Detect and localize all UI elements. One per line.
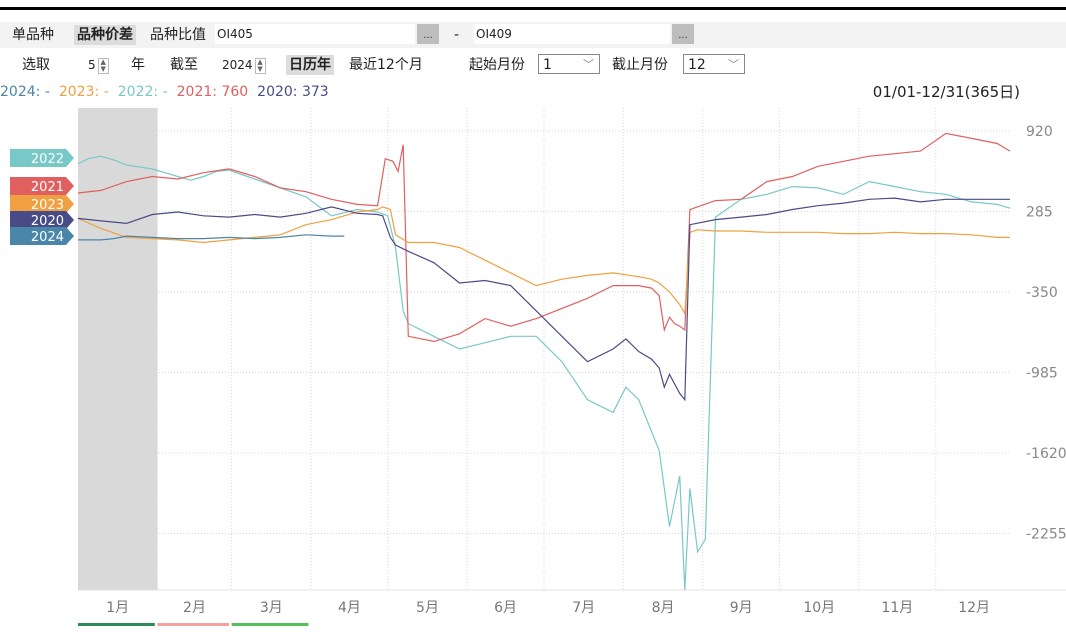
chevron-down-icon: ﹀ bbox=[728, 58, 739, 71]
y-tick-label: 285 bbox=[1026, 204, 1053, 220]
series-tag-shape bbox=[10, 195, 74, 213]
x-tick-label: 3月 bbox=[260, 600, 283, 616]
x-tick-label: 10月 bbox=[803, 600, 835, 616]
series-line-2022 bbox=[77, 155, 1011, 591]
series-tag-2021: 2021 bbox=[10, 177, 74, 195]
x-tick-label: 8月 bbox=[652, 600, 675, 616]
start-month-label: 起始月份 bbox=[469, 57, 525, 73]
y-tick-label: -2255 bbox=[1026, 527, 1066, 543]
x-tick-label: 7月 bbox=[572, 600, 595, 616]
x-tick-label: 5月 bbox=[416, 600, 439, 616]
legend-2024[interactable]: 2024: - bbox=[0, 84, 50, 100]
series-tag-2024: 2024 bbox=[10, 227, 74, 245]
tab-ratio[interactable]: 品种比值 bbox=[150, 27, 206, 43]
start-month-value: 1 bbox=[543, 57, 552, 73]
x-tick-label: 2月 bbox=[183, 600, 206, 616]
series-line-2023 bbox=[77, 206, 1010, 316]
axis-color-strip bbox=[78, 623, 155, 626]
axis-color-strip bbox=[157, 623, 230, 626]
toolbar-row-1: 单品种 品种价差 品种比值 OI405 ... - OI409 ... bbox=[0, 22, 1066, 48]
legend-2021[interactable]: 2021: 760 bbox=[176, 84, 249, 100]
series-line-2021 bbox=[77, 132, 1011, 343]
years-value: 5 bbox=[88, 58, 96, 72]
end-month-label: 截止月份 bbox=[612, 57, 668, 73]
highlight-month-band bbox=[78, 108, 158, 590]
series-tag-label: 2024 bbox=[31, 230, 64, 245]
contract-a-browse-button[interactable]: ... bbox=[417, 24, 439, 44]
calendar-year-button[interactable]: 日历年 bbox=[286, 55, 334, 75]
top-border bbox=[0, 7, 1066, 10]
years-unit: 年 bbox=[131, 57, 145, 73]
chevron-down-icon: ﹀ bbox=[583, 58, 594, 71]
end-month-value: 12 bbox=[688, 57, 706, 73]
y-tick-label: 920 bbox=[1026, 124, 1053, 140]
x-tick-label: 11月 bbox=[881, 600, 913, 616]
legend-2020[interactable]: 2020: 373 bbox=[257, 84, 329, 100]
last-12-months-button[interactable]: 最近12个月 bbox=[349, 57, 423, 73]
chart-legend: 2024: - 2023: - 2022: - 2021: 760 2020: 373 bbox=[0, 82, 338, 102]
series-tag-shape bbox=[10, 149, 74, 167]
contract-dash: - bbox=[454, 27, 460, 43]
until-year-stepper[interactable]: 2024 ▲ ▼ bbox=[222, 55, 266, 75]
tab-spread[interactable]: 品种价差 bbox=[74, 25, 136, 45]
stepper-arrows-icon[interactable]: ▲ ▼ bbox=[254, 57, 266, 74]
series-tag-label: 2023 bbox=[31, 198, 64, 213]
contract-b-browse-button[interactable]: ... bbox=[672, 24, 694, 44]
series-tag-shape bbox=[10, 227, 74, 245]
series-tag-label: 2021 bbox=[31, 180, 64, 195]
series-tag-label: 2022 bbox=[31, 152, 64, 167]
y-tick-label: -985 bbox=[1026, 365, 1058, 381]
contract-b-field[interactable]: OI409 bbox=[474, 24, 670, 44]
legend-2022[interactable]: 2022: - bbox=[117, 84, 168, 100]
contract-a-field[interactable]: OI405 bbox=[215, 24, 415, 44]
series-line-2020 bbox=[77, 197, 1010, 402]
series-tag-label: 2020 bbox=[31, 214, 64, 229]
x-tick-label: 9月 bbox=[730, 600, 753, 616]
until-label: 截至 bbox=[170, 57, 198, 73]
pick-label: 选取 bbox=[22, 57, 50, 73]
series-tag-shape bbox=[10, 211, 74, 229]
x-tick-label: 4月 bbox=[338, 600, 361, 616]
x-tick-label: 1月 bbox=[106, 600, 129, 616]
series-line-2024 bbox=[78, 234, 345, 241]
y-tick-label: -1620 bbox=[1026, 446, 1066, 462]
legend-2023[interactable]: 2023: - bbox=[58, 84, 109, 100]
series-tag-2023: 2023 bbox=[10, 195, 74, 213]
start-month-select[interactable]: 1 ﹀ bbox=[538, 54, 600, 74]
end-month-select[interactable]: 12 ﹀ bbox=[683, 54, 745, 74]
toolbar-row-2: 选取 5 ▲ ▼ 年 截至 2024 ▲ ▼ 日历年 最近12个月 起始月份 1 ﹀ 截止… bbox=[0, 52, 1066, 78]
date-range-label: 01/01-12/31(365日) bbox=[872, 83, 1020, 101]
x-tick-label: 12月 bbox=[958, 600, 990, 616]
y-tick-label: -350 bbox=[1026, 285, 1058, 301]
series-tag-2020: 2020 bbox=[10, 211, 74, 229]
series-tag-2022: 2022 bbox=[10, 149, 74, 167]
stepper-arrows-icon[interactable]: ▲ ▼ bbox=[97, 57, 109, 74]
years-stepper[interactable]: 5 ▲ ▼ bbox=[88, 55, 109, 75]
series-tag-shape bbox=[10, 177, 74, 195]
axis-color-strip bbox=[231, 623, 309, 626]
tab-single[interactable]: 单品种 bbox=[12, 27, 54, 43]
until-year-value: 2024 bbox=[222, 58, 253, 72]
x-tick-label: 6月 bbox=[494, 600, 517, 616]
